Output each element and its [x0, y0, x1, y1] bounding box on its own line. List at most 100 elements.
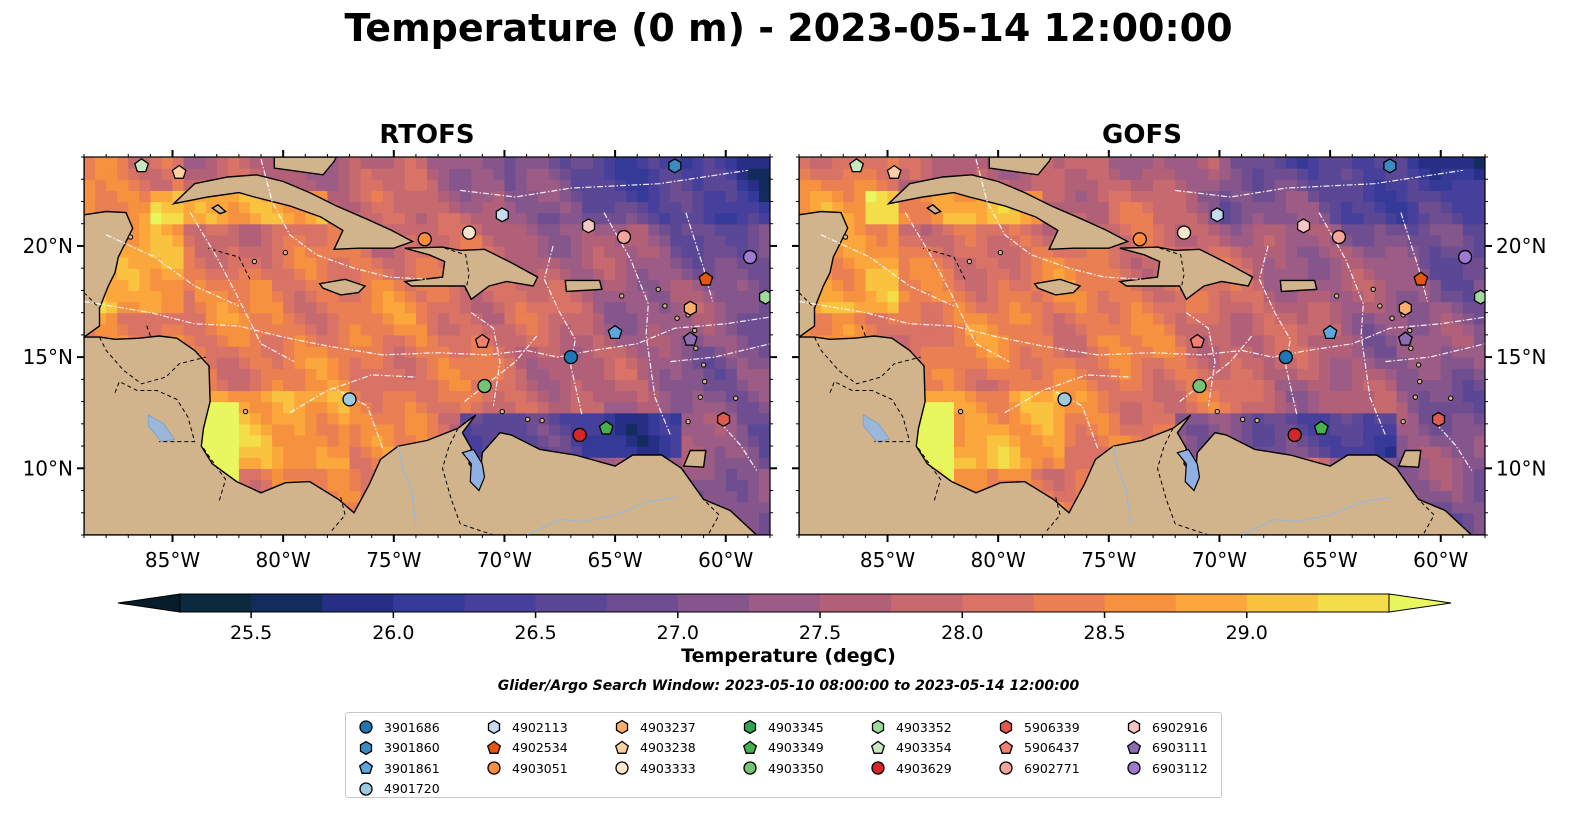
gofs-float-6902771[interactable] [1331, 229, 1347, 245]
gofs-float-3901861[interactable] [1322, 324, 1338, 340]
gofs-float-4903238[interactable] [886, 164, 902, 179]
gofs-float-4903345[interactable] [1490, 381, 1502, 395]
circle-marker-icon [743, 761, 757, 775]
gofs-float-4903350[interactable] [1192, 378, 1207, 394]
rtofs-float-5906339[interactable] [716, 411, 731, 428]
rtofs-float-4902113[interactable] [495, 207, 509, 223]
legend-item-label: 3901861 [384, 760, 440, 776]
colorbar-segment [962, 594, 1034, 612]
legend-item-4903350: 4903350 [742, 758, 824, 779]
rtofs-float-4903350[interactable] [477, 378, 492, 394]
gofs-float-4903051[interactable] [1132, 232, 1147, 247]
rtofs-float-3901860[interactable] [668, 158, 682, 174]
gofs-float-4902534[interactable] [1413, 271, 1429, 286]
rtofs-float-4902534[interactable] [698, 271, 714, 286]
gofs-lon-tick-label: 65°W [1302, 548, 1357, 572]
rtofs-float-5906437[interactable] [474, 333, 490, 348]
legend-item-label: 6903112 [1152, 760, 1208, 776]
rtofs-float-4903333[interactable] [461, 225, 477, 240]
legend-item-6902771: 6902771 [998, 758, 1080, 779]
map-panel-rtofs[interactable]: 85°W 80°W 75°W 70°W 65°W 60°W 20°N 15°N 10°N [23, 150, 787, 572]
gofs-float-4903333[interactable] [1176, 225, 1192, 240]
legend-item-label: 4903238 [640, 740, 696, 756]
hexagon-marker-icon [999, 720, 1013, 735]
legend-column: 5906339 5906437 6902771 [998, 717, 1080, 779]
gofs-float-4903349[interactable] [1313, 420, 1329, 435]
gofs-float-5906437[interactable] [1189, 333, 1205, 348]
colorbar-segment [180, 594, 252, 612]
rtofs-lon-tick-label: 75°W [366, 548, 421, 572]
colorbar-segment [1104, 594, 1177, 612]
legend-item-5906339: 5906339 [998, 717, 1080, 738]
rtofs-lat-tick-label: 15°N [23, 345, 73, 369]
rtofs-float-4903349[interactable] [598, 420, 614, 435]
gofs-float-4901720[interactable] [1057, 392, 1072, 407]
gofs-frame [798, 156, 1486, 536]
legend-item-6903112: 6903112 [1126, 758, 1208, 779]
legend-item-3901860: 3901860 [358, 738, 440, 759]
rtofs-float-4903345[interactable] [775, 381, 787, 395]
rtofs-float-4903051[interactable] [417, 232, 432, 247]
circle-marker-icon [999, 761, 1013, 775]
gofs-float-4903237[interactable] [1398, 300, 1412, 316]
legend-item-label: 4903629 [896, 760, 952, 776]
rtofs-lon-tick-label: 85°W [145, 548, 200, 572]
gofs-lon-tick-label: 70°W [1192, 548, 1247, 572]
pentagon-marker-icon [614, 740, 630, 754]
rtofs-float-6903112[interactable] [742, 249, 758, 265]
legend-item-label: 4903349 [768, 740, 824, 756]
circle-marker-icon [871, 761, 885, 775]
gofs-eez-lines [799, 159, 1485, 471]
rtofs-float-4903354[interactable] [134, 157, 150, 173]
rtofs-float-4903237[interactable] [683, 300, 697, 316]
colorbar-tick-label: 26.5 [514, 622, 556, 644]
gofs-float-4903629[interactable] [1287, 427, 1302, 443]
legend-item-4903345: 4903345 [742, 717, 824, 738]
colorbar-segment [606, 594, 679, 612]
colorbar-over-arrow [1388, 593, 1452, 613]
legend-item-label: 4903352 [896, 719, 952, 735]
colorbar-segment [535, 594, 608, 612]
hexagon-marker-icon [871, 720, 885, 735]
map-panel-gofs[interactable]: 85°W 80°W 75°W 70°W 65°W 60°W 20°N 15°N 10°N [792, 150, 1546, 572]
rtofs-float-6903111[interactable] [682, 331, 698, 346]
pentagon-marker-icon [1126, 740, 1142, 754]
colorbar-tick-label: 27.5 [799, 622, 841, 644]
legend-item-4903349: 4903349 [742, 738, 824, 759]
gofs-float-4902113[interactable] [1210, 207, 1224, 223]
rtofs-lon-tick-label: 70°W [477, 548, 532, 572]
gofs-float-3901686[interactable] [1278, 349, 1293, 365]
legend-column: 6902916 6903111 6903112 [1126, 717, 1208, 779]
gofs-float-6902916[interactable] [1296, 218, 1311, 234]
rtofs-float-6902771[interactable] [616, 229, 632, 245]
panel-title-gofs: GOFS [1102, 120, 1182, 150]
circle-marker-icon [359, 720, 373, 734]
rtofs-float-4903238[interactable] [171, 164, 187, 179]
legend-item-label: 4901720 [384, 781, 440, 797]
gofs-float-4903354[interactable] [849, 157, 865, 173]
legend-item-label: 3901686 [384, 719, 440, 735]
legend-item-label: 4902113 [512, 719, 568, 735]
gofs-float-5906339[interactable] [1431, 411, 1446, 428]
rtofs-lat-tick-label: 20°N [23, 234, 73, 258]
legend-item-label: 5906339 [1024, 719, 1080, 735]
rtofs-float-4903352[interactable] [758, 289, 772, 305]
legend-item-4902113: 4902113 [486, 717, 568, 738]
gofs-float-6903112[interactable] [1457, 249, 1473, 265]
pentagon-marker-icon [742, 740, 758, 754]
rtofs-float-3901861[interactable] [607, 324, 623, 340]
rtofs-eez-lines [84, 159, 770, 471]
rtofs-float-4901720[interactable] [342, 392, 357, 407]
rtofs-float-6902916[interactable] [581, 218, 596, 234]
pentagon-marker-icon [998, 740, 1014, 754]
gofs-lat-tick-label: 15°N [1496, 345, 1546, 369]
gofs-float-4903352[interactable] [1473, 289, 1487, 305]
rtofs-float-3901686[interactable] [563, 349, 578, 365]
gofs-float-6903111[interactable] [1397, 331, 1413, 346]
gofs-float-3901860[interactable] [1383, 158, 1397, 174]
circle-marker-icon [359, 782, 373, 796]
legend-item-5906437: 5906437 [998, 738, 1080, 759]
colorbar-segment [393, 594, 465, 612]
legend-item-label: 6902916 [1152, 719, 1208, 735]
rtofs-float-4903629[interactable] [572, 427, 587, 443]
